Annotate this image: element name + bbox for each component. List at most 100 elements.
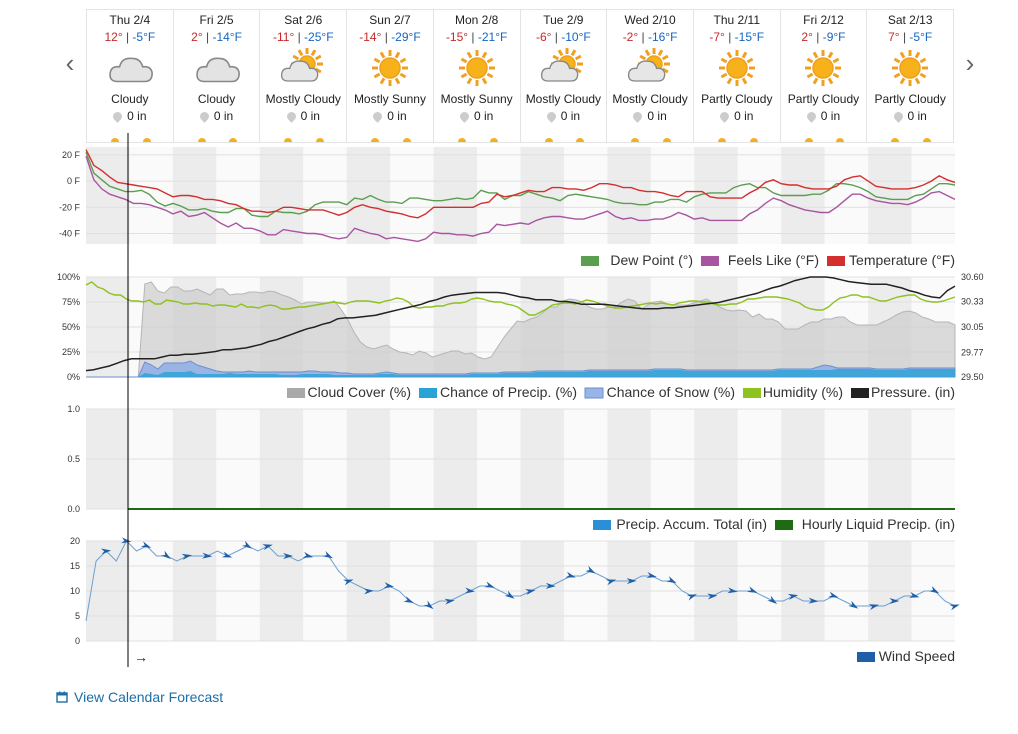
daily-forecast-strip: Thu 2/4 12° | -5°F Cloudy 0 in Fri 2/5 2… — [86, 9, 954, 143]
temp-separator: | — [122, 30, 133, 44]
day-date: Fri 2/12 — [803, 13, 844, 27]
legend-swatch — [857, 652, 875, 662]
wind-direction-arrow — [808, 597, 819, 604]
wind-direction-arrow — [585, 565, 596, 574]
temp-separator: | — [899, 30, 910, 44]
previous-days-button[interactable]: ‹ — [65, 48, 75, 78]
day-temps: -14° | -29°F — [347, 30, 433, 44]
wind-direction-arrow — [626, 578, 637, 585]
time-band — [346, 147, 391, 244]
wind-direction-arrow — [727, 587, 738, 594]
precip-amount: 0 in — [387, 109, 407, 123]
day-date: Sun 2/7 — [369, 13, 411, 27]
sunrise-icon — [891, 138, 900, 142]
day-column[interactable]: Fri 2/12 2° | -9°F Partly Cloudy 0 in — [781, 10, 868, 142]
precip-amount: 0 in — [213, 109, 234, 123]
sunset-icon — [923, 138, 932, 142]
wind-direction-arrow — [928, 586, 940, 594]
wind-direction-arrow — [343, 579, 354, 586]
next-days-button[interactable]: › — [965, 48, 975, 78]
wind-direction-arrow — [363, 588, 374, 595]
day-temps: -11° | -25°F — [260, 30, 346, 44]
sunrise-icon — [197, 138, 206, 142]
cloud-icon — [195, 57, 240, 83]
time-band — [433, 147, 478, 244]
y-tick-label-right: 30.33 — [961, 297, 984, 307]
sunrise-icon — [631, 138, 640, 142]
wind-direction-arrow — [444, 598, 455, 605]
sunrise-icon — [457, 138, 466, 142]
high-temp: 12° — [104, 30, 123, 44]
y-tick-label-right: 29.50 — [961, 372, 984, 382]
sun-times — [781, 136, 867, 142]
time-band — [694, 147, 738, 244]
high-temp: -6° — [535, 30, 552, 44]
legend-swatch — [593, 520, 611, 530]
day-column[interactable]: Mon 2/8 -15° | -21°F Mostly Sunny 0 in — [434, 10, 521, 142]
legend-swatch — [584, 387, 604, 399]
wind-direction-arrow — [525, 589, 536, 595]
legend-label: Pressure. (in) — [871, 384, 955, 400]
day-date: Thu 2/11 — [713, 13, 761, 27]
day-column[interactable]: Sat 2/13 7° | -5°F Partly Cloudy 0 in — [867, 10, 953, 142]
day-precip: 0 in — [521, 109, 607, 124]
wind-direction-arrow — [121, 537, 132, 544]
day-column[interactable]: Fri 2/5 2° | -14°F Cloudy 0 in — [174, 10, 261, 142]
feels-like-line — [85, 155, 956, 243]
precip-amount: 0 in — [907, 109, 927, 123]
precip-amount: 0 in — [647, 109, 667, 123]
day-column[interactable]: Sun 2/7 -14° | -29°F Mostly Sunny 0 in — [347, 10, 434, 142]
low-temp: -5°F — [132, 30, 156, 44]
sun-times — [347, 136, 433, 142]
wind-direction-arrow — [283, 553, 294, 559]
cloud-cover-area — [86, 281, 956, 378]
legend-swatch — [701, 256, 719, 266]
day-precip: 0 in — [87, 109, 173, 124]
day-temps: -6° | -10°F — [521, 30, 607, 44]
day-precip: 0 in — [260, 109, 346, 124]
low-temp: -9°F — [822, 30, 846, 44]
humidity-line — [85, 281, 956, 316]
wind-direction-arrow — [545, 582, 556, 589]
y-tick-label: 75% — [62, 297, 80, 307]
day-temps: 7° | -5°F — [867, 30, 953, 44]
day-column[interactable]: Thu 2/11 -7° | -15°F Partly Cloudy 0 in — [694, 10, 781, 142]
legend-label: Dew Point (°) — [610, 252, 693, 268]
day-column[interactable]: Tue 2/9 -6° | -10°F Mostly Cloudy 0 in — [521, 10, 608, 142]
temp-separator: | — [202, 30, 213, 44]
wind-direction-arrow — [868, 604, 880, 611]
wind-direction-arrow — [707, 593, 718, 600]
y-tick-label-right: 29.77 — [961, 347, 984, 357]
wind-direction-arrow — [100, 548, 112, 555]
wind-direction-arrow — [909, 591, 920, 598]
wind-direction-arrow — [403, 596, 414, 604]
wind-direction-arrow — [140, 541, 152, 548]
high-temp: -15° — [445, 30, 469, 44]
temp-separator: | — [381, 30, 392, 44]
day-column[interactable]: Thu 2/4 12° | -5°F Cloudy 0 in — [87, 10, 174, 142]
sunset-icon — [489, 138, 498, 142]
day-condition: Mostly Cloudy — [612, 92, 688, 106]
view-calendar-forecast-link[interactable]: View Calendar Forecast — [56, 689, 223, 705]
legend-label: Chance of Snow (%) — [607, 384, 735, 400]
chance-of-precip-area — [86, 369, 955, 377]
cursor-arrow-icon: → — [134, 649, 148, 665]
low-temp: -21°F — [477, 30, 508, 44]
day-column[interactable]: Sat 2/6 -11° | -25°F Mostly Cloudy 0 in — [260, 10, 348, 142]
day-precip: 0 in — [434, 109, 520, 124]
low-temp: -16°F — [647, 30, 678, 44]
night-day-bands — [86, 147, 955, 244]
precip-amount: 0 in — [820, 109, 841, 123]
y-tick-label-right: 30.05 — [961, 322, 984, 332]
y-tick-label: 0% — [67, 372, 80, 382]
wind-direction-arrow — [241, 540, 252, 549]
low-temp: -25°F — [304, 30, 334, 44]
time-band — [607, 147, 651, 244]
temp-separator: | — [812, 30, 823, 44]
partly-cloudy-icon — [805, 50, 842, 86]
sunrise-icon — [371, 138, 380, 142]
sunrise-icon — [544, 138, 553, 142]
day-column[interactable]: Wed 2/10 -2° | -16°F Mostly Cloudy 0 in — [607, 10, 694, 142]
high-temp: 7° — [888, 30, 900, 44]
legend-swatch — [581, 256, 599, 266]
